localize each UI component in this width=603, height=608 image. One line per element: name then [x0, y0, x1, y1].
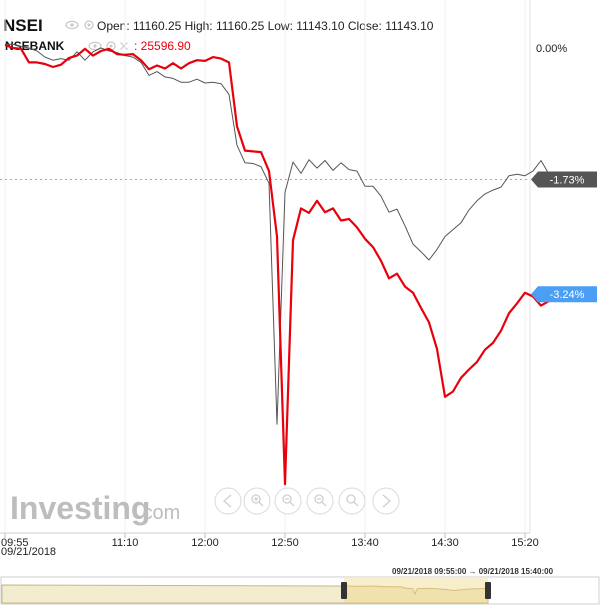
zoom-reset-button[interactable] — [275, 488, 301, 514]
chart-title: NSEI — [3, 16, 43, 36]
series-layer — [5, 44, 557, 484]
zoom-out-button[interactable] — [307, 488, 333, 514]
range-label: 09/21/2018 09:55:00 → 09/21/2018 15:40:0… — [392, 567, 553, 576]
grid-layer — [0, 0, 530, 533]
y-tick-label: 0.00% — [536, 43, 567, 55]
ohlc-readout: Open: 11160.25 High: 11160.25 Low: 11143… — [97, 19, 433, 33]
reset-view-icon — [347, 495, 358, 506]
last-value-tag-nsebank: -3.24% — [531, 286, 597, 302]
last-value-tag-label: -3.24% — [550, 289, 585, 301]
watermark-domain: .com — [137, 502, 180, 524]
zoom-reset-icon — [283, 495, 294, 506]
navigator-right-handle[interactable] — [485, 582, 491, 599]
navigator-left-handle[interactable] — [341, 582, 347, 599]
navigator-frame — [1, 577, 599, 604]
zoom-in-icon — [252, 495, 263, 506]
x-tick-label: 13:40 — [351, 537, 379, 549]
gear-icon[interactable] — [107, 42, 115, 50]
x-tick-label: 12:00 — [191, 537, 219, 549]
eye-icon[interactable] — [89, 42, 101, 49]
gear-icon[interactable] — [85, 21, 93, 29]
x-tick-label: 15:20 — [511, 537, 539, 549]
watermark-logo: Investing — [10, 490, 150, 526]
x-tick-label: 11:10 — [112, 537, 139, 549]
scroll-left-button[interactable] — [215, 488, 241, 514]
last-value-tag-label: -1.73% — [550, 174, 585, 186]
chart-toolbar — [215, 488, 399, 514]
zoom-in-button[interactable] — [244, 488, 270, 514]
last-value-tag-nsei: -1.73% — [531, 171, 597, 187]
series-line-nsebank — [5, 45, 557, 484]
navigator-area — [2, 585, 488, 603]
x-tick-label: 14:30 — [431, 537, 459, 549]
zoom-out-icon — [315, 495, 326, 506]
eye-icon[interactable] — [66, 21, 78, 28]
axis-layer: 09:55 11:10 12:00 12:50 13:40 14:30 15:200.00% — [1, 43, 567, 549]
tag-layer: -1.73% -3.24% — [531, 171, 597, 302]
close-icon[interactable] — [121, 43, 128, 50]
scroll-right-button[interactable] — [373, 488, 399, 514]
x-tick-label: 12:50 — [271, 537, 299, 549]
navigator-selection — [344, 578, 488, 603]
range-navigator[interactable] — [1, 577, 599, 604]
compare-symbol: NSEBANK — [5, 39, 64, 53]
compare-value: : 25596.90 — [134, 39, 191, 53]
series-line-nsei — [5, 44, 557, 424]
reset-view-button[interactable] — [339, 488, 365, 514]
date-label: 09/21/2018 — [1, 546, 56, 558]
